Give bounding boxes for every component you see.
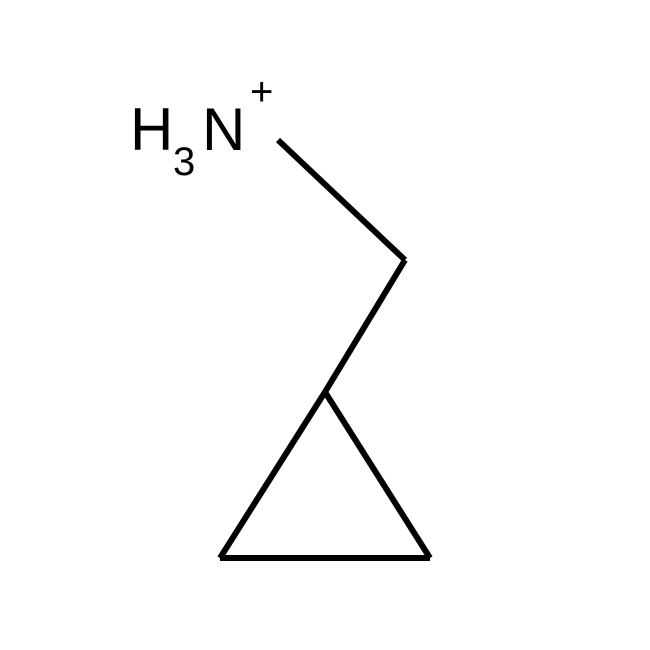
atom-label-plus: +: [250, 70, 273, 114]
bond-c1-c2: [325, 260, 405, 392]
atom-label-sub3: 3: [173, 140, 195, 184]
bond-c2-c3: [220, 392, 325, 558]
atom-label-h: H: [130, 96, 173, 163]
bond-c2-c4: [325, 392, 430, 558]
atom-label-n: N: [202, 96, 245, 163]
bond-n-c1: [278, 140, 405, 260]
molecule-diagram: H 3 N +: [0, 0, 650, 650]
